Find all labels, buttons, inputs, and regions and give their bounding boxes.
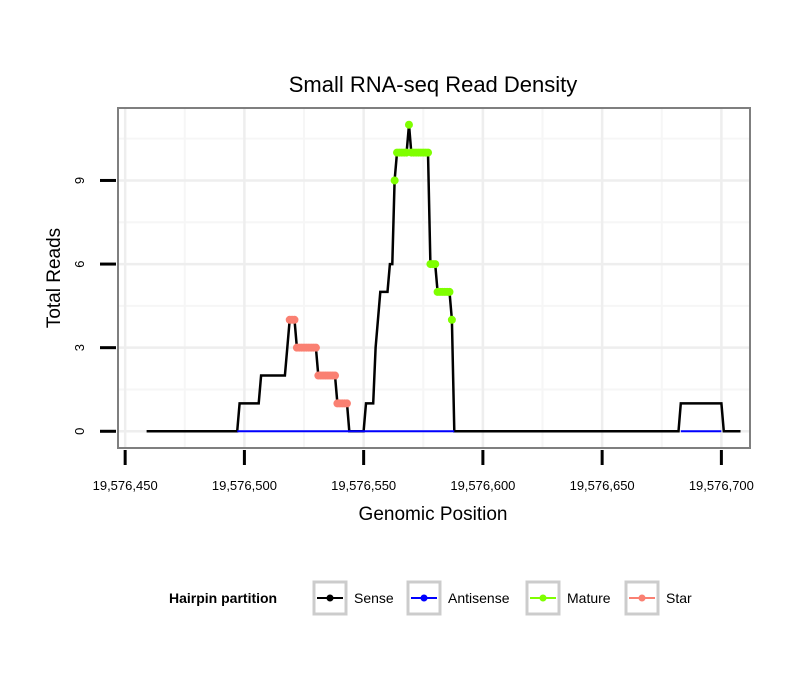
mature-point xyxy=(445,287,454,296)
legend-entry-antisense: Antisense xyxy=(406,580,510,616)
star-point xyxy=(311,343,320,352)
legend-label: Star xyxy=(666,590,692,606)
legend-key-point xyxy=(420,594,428,602)
x-axis: 19,576,450 19,576,500 19,576,550 19,576,600… xyxy=(93,450,754,493)
legend-key-point xyxy=(326,594,334,602)
x-tick-label: 19,576,550 xyxy=(331,478,396,493)
mature-point xyxy=(404,120,413,129)
legend-entry-star: Star xyxy=(624,580,692,616)
chart-title: Small RNA-seq Read Density xyxy=(289,72,578,97)
legend-label: Sense xyxy=(354,590,394,606)
star-point xyxy=(290,315,299,324)
mature-point xyxy=(390,176,399,185)
legend-key-point xyxy=(638,594,646,602)
legend-label: Mature xyxy=(567,590,611,606)
plot-panel xyxy=(117,107,751,449)
series-layer xyxy=(146,120,741,433)
x-tick-label: 19,576,500 xyxy=(212,478,277,493)
star-point xyxy=(342,399,351,408)
mature-point xyxy=(447,315,456,324)
sense-line xyxy=(146,124,741,433)
legend-label: Antisense xyxy=(448,590,510,606)
y-tick-label: 6 xyxy=(72,260,87,267)
mature-point xyxy=(431,260,440,269)
legend-title: Hairpin partition xyxy=(169,590,277,606)
mature-point xyxy=(424,148,433,157)
y-tick-label: 0 xyxy=(72,428,87,435)
y-axis: 0 3 6 9 xyxy=(72,177,116,435)
x-tick-label: 19,576,700 xyxy=(689,478,754,493)
x-tick-label: 19,576,600 xyxy=(450,478,515,493)
legend: Hairpin partition Sense Antisense Mature St… xyxy=(169,580,692,616)
x-tick-label: 19,576,450 xyxy=(93,478,158,493)
y-tick-label: 9 xyxy=(72,177,87,184)
y-axis-title: Total Reads xyxy=(44,228,65,328)
x-axis-title: Genomic Position xyxy=(359,504,508,525)
x-tick-label: 19,576,650 xyxy=(570,478,635,493)
y-tick-label: 3 xyxy=(72,344,87,351)
legend-key-point xyxy=(539,594,547,602)
legend-entry-sense: Sense xyxy=(312,580,394,616)
legend-entry-mature: Mature xyxy=(525,580,611,616)
star-point xyxy=(331,371,340,380)
